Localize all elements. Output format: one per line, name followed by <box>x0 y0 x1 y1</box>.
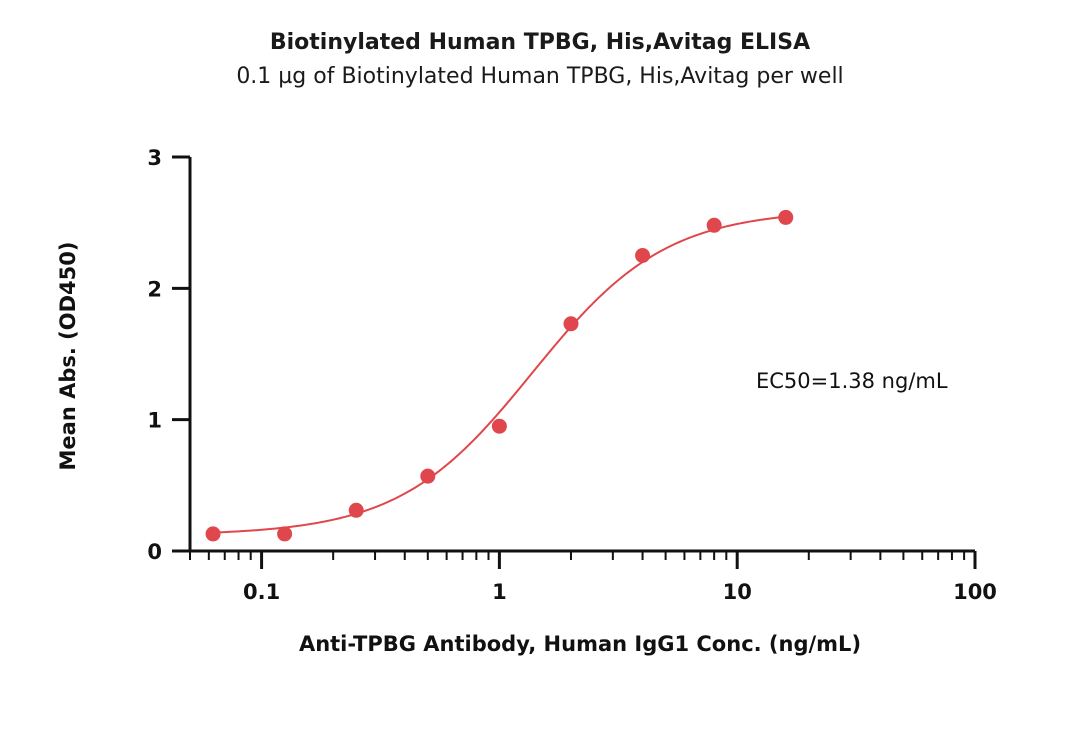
data-points <box>205 209 794 542</box>
y-tick-label: 3 <box>147 146 162 170</box>
data-point <box>420 468 436 484</box>
data-point <box>706 217 722 233</box>
chart-subtitle: 0.1 µg of Biotinylated Human TPBG, His,A… <box>236 64 844 89</box>
data-point <box>563 316 579 332</box>
axes <box>188 157 975 553</box>
data-point <box>778 209 794 225</box>
y-tick-label: 1 <box>147 409 162 433</box>
x-axis-title: Anti-TPBG Antibody, Human IgG1 Conc. (ng… <box>299 632 861 656</box>
x-tick-label: 1 <box>492 580 507 604</box>
data-point <box>205 526 221 542</box>
data-point <box>348 502 364 518</box>
fit-curve <box>213 215 786 534</box>
x-tick-label: 10 <box>723 580 752 604</box>
x-ticks: 0.1 1 10 100 <box>189 551 997 604</box>
x-tick-label: 100 <box>953 580 997 604</box>
y-axis-title: Mean Abs. (OD450) <box>56 242 80 471</box>
data-point <box>491 418 507 434</box>
chart-title: Biotinylated Human TPBG, His,Avitag ELIS… <box>269 30 811 55</box>
y-tick-label: 0 <box>147 540 162 564</box>
y-ticks: 0 1 2 3 <box>147 146 190 564</box>
y-tick-label: 2 <box>147 277 162 301</box>
x-tick-label: 0.1 <box>243 580 280 604</box>
ec50-annotation: EC50=1.38 ng/mL <box>756 369 948 393</box>
data-point <box>635 248 651 263</box>
data-point <box>277 526 293 542</box>
